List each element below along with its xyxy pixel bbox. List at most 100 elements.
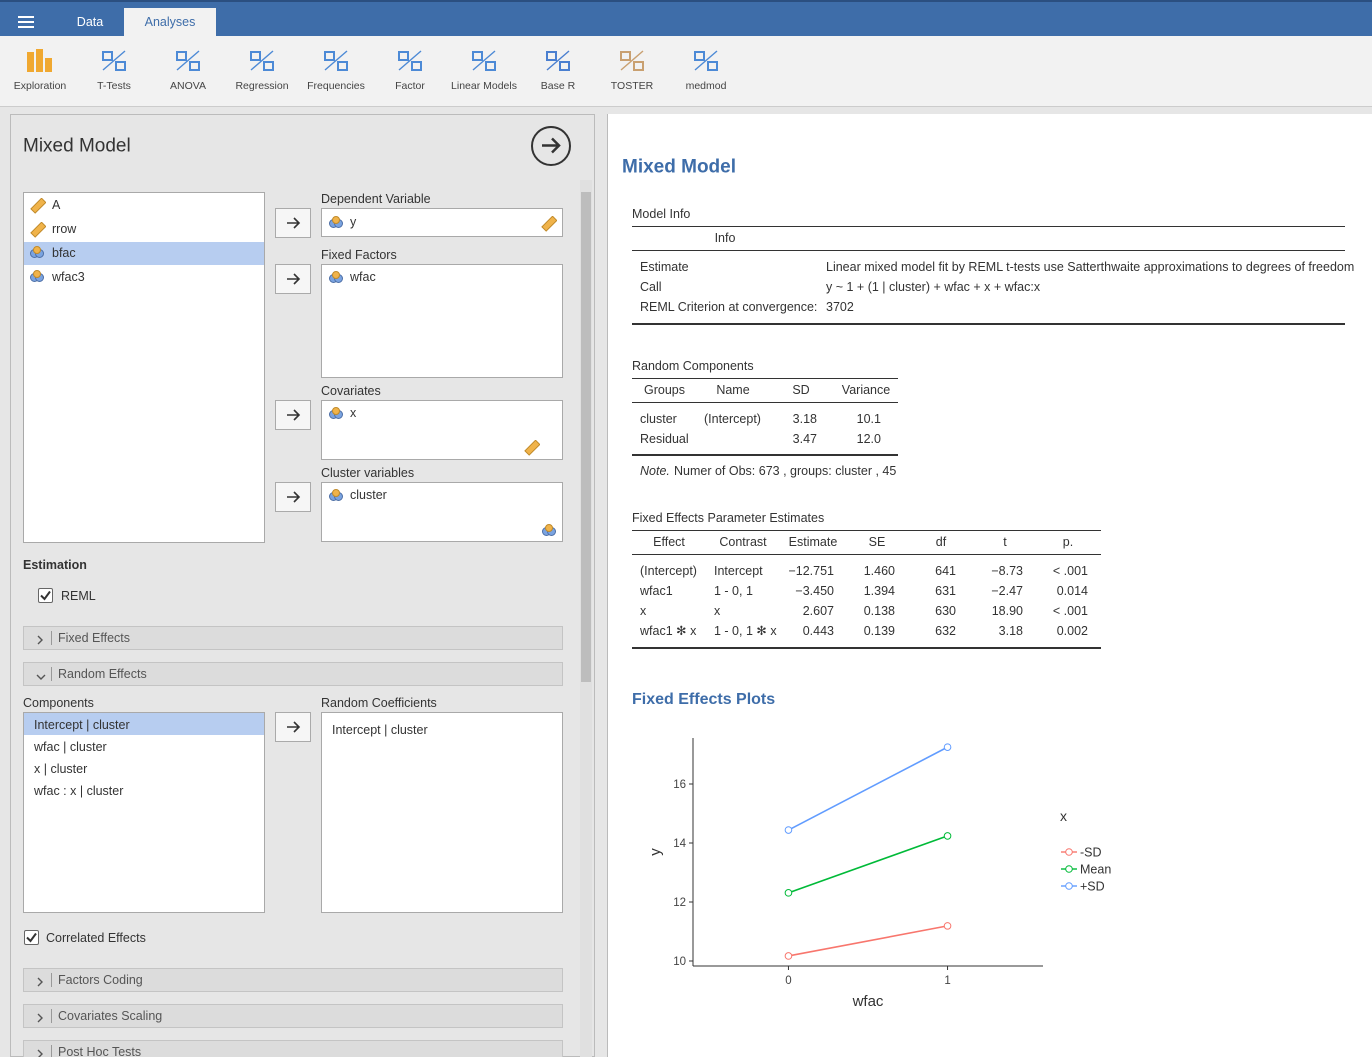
ribbon-label[interactable]: medmod <box>685 79 727 92</box>
cell: −8.73 <box>991 563 1023 578</box>
component[interactable]: wfac | cluster <box>34 739 107 754</box>
ribbon-icon[interactable] <box>618 48 646 74</box>
ribbon-icon[interactable] <box>544 48 572 74</box>
column-header: SD <box>792 382 810 397</box>
cell: 2.607 <box>802 603 834 618</box>
cell: 1.394 <box>863 583 895 598</box>
chevron <box>36 1048 44 1057</box>
ribbon-label[interactable]: Regression <box>235 79 289 92</box>
variable[interactable]: bfac <box>52 245 76 260</box>
column-header: Groups <box>644 382 685 397</box>
cell: y ~ 1 + (1 | cluster) + wfac + x + wfac:… <box>826 279 1041 294</box>
variable-icon <box>329 407 343 419</box>
collapsible-header[interactable] <box>23 662 563 686</box>
cell: −2.47 <box>991 583 1023 598</box>
chevron <box>36 976 44 987</box>
tab[interactable]: Analyses <box>144 14 196 29</box>
cell: 0.443 <box>802 623 834 638</box>
section-title[interactable]: Post Hoc Tests <box>58 1044 142 1057</box>
x-axis-label: wfac <box>852 993 884 1010</box>
cell: 3.18 <box>998 623 1023 638</box>
ribbon-icon[interactable] <box>248 48 276 74</box>
cell: 632 <box>935 623 956 638</box>
move-button[interactable] <box>275 712 311 742</box>
variable-icon <box>30 246 44 258</box>
cell: < .001 <box>1052 603 1088 618</box>
selected-row <box>24 242 264 265</box>
ribbon-label[interactable]: ANOVA <box>170 79 206 92</box>
legend-label: -SD <box>1080 846 1102 860</box>
collapsible-header[interactable] <box>23 1040 563 1057</box>
data-point <box>784 952 793 960</box>
ribbon-icon[interactable] <box>322 48 350 74</box>
run-button[interactable] <box>531 126 571 166</box>
move-button[interactable] <box>275 264 311 294</box>
chart: 10 12 14 16 0 1 wfac y x -SD Mean +SD <box>647 738 1111 1010</box>
move-button[interactable] <box>275 482 311 512</box>
ribbon-label[interactable]: Exploration <box>13 79 67 92</box>
ribbon-label[interactable]: Base R <box>540 79 576 92</box>
move-button[interactable] <box>275 208 311 238</box>
section-title: Fixed Effects Plots <box>632 691 776 708</box>
scrollbar[interactable] <box>580 180 592 1057</box>
note-label: Note. <box>640 463 670 478</box>
collapsible-header[interactable] <box>23 968 563 992</box>
collapsible-header[interactable] <box>23 1004 563 1028</box>
continuous-icon <box>541 215 558 232</box>
field-value: cluster <box>350 487 387 502</box>
checkbox[interactable] <box>24 930 39 945</box>
variable[interactable]: rrow <box>52 221 77 236</box>
cell: 1.460 <box>863 563 895 578</box>
cell: 641 <box>935 563 956 578</box>
field-label: Fixed Factors <box>321 247 397 262</box>
dependent-box <box>321 208 563 237</box>
results-title: Mixed Model <box>622 156 737 178</box>
cell: 631 <box>935 583 956 598</box>
component[interactable]: wfac : x | cluster <box>34 783 124 798</box>
legend-label: Mean <box>1080 863 1111 877</box>
collapsible-header[interactable] <box>23 626 563 650</box>
ribbon-label[interactable]: TOSTER <box>610 79 654 92</box>
coefficient: Intercept | cluster <box>332 722 428 737</box>
ribbon-icon[interactable] <box>692 48 720 74</box>
legend-key <box>1065 848 1073 856</box>
move-button[interactable] <box>275 400 311 430</box>
ribbon-icon[interactable] <box>100 48 128 74</box>
variable[interactable]: A <box>52 197 61 212</box>
cell: 0.138 <box>863 603 895 618</box>
ribbon-icon[interactable] <box>470 48 498 74</box>
section-title[interactable]: Covariates Scaling <box>58 1008 163 1023</box>
selected-row <box>24 713 264 735</box>
section-title[interactable]: Random Effects <box>58 666 147 681</box>
ribbon-label[interactable]: Factor <box>395 79 425 92</box>
x-tick-label: 1 <box>944 975 950 987</box>
note: Numer of Obs: 673 , groups: cluster , 45 <box>674 463 897 478</box>
menu-icon[interactable] <box>18 16 34 28</box>
ribbon-icon[interactable] <box>26 48 54 74</box>
top-bar <box>0 0 1372 36</box>
column-header: df <box>935 534 947 549</box>
section-title[interactable]: Fixed Effects <box>58 630 131 645</box>
cell: −12.751 <box>788 563 834 578</box>
cell: Intercept <box>714 563 763 578</box>
ribbon-label[interactable]: Frequencies <box>307 79 365 92</box>
factors-box <box>321 264 563 378</box>
cell: 0.139 <box>863 623 895 638</box>
ribbon-icon[interactable] <box>174 48 202 74</box>
continuous-icon <box>30 197 47 214</box>
cell: 630 <box>935 603 956 618</box>
cell: Residual <box>640 431 689 446</box>
cell: 12.0 <box>856 431 881 446</box>
variable[interactable]: wfac3 <box>52 269 85 284</box>
section-title[interactable]: Factors Coding <box>58 972 143 987</box>
tab[interactable]: Data <box>76 14 104 29</box>
rule <box>632 323 1345 325</box>
series-line <box>788 746 948 831</box>
y-axis-label: y <box>647 848 664 856</box>
component[interactable]: Intercept | cluster <box>34 717 130 732</box>
checkbox[interactable] <box>38 588 53 603</box>
ribbon-icon[interactable] <box>396 48 424 74</box>
ribbon-label[interactable]: Linear Models <box>451 79 517 92</box>
ribbon-label[interactable]: T-Tests <box>97 79 131 92</box>
component[interactable]: x | cluster <box>34 761 88 776</box>
